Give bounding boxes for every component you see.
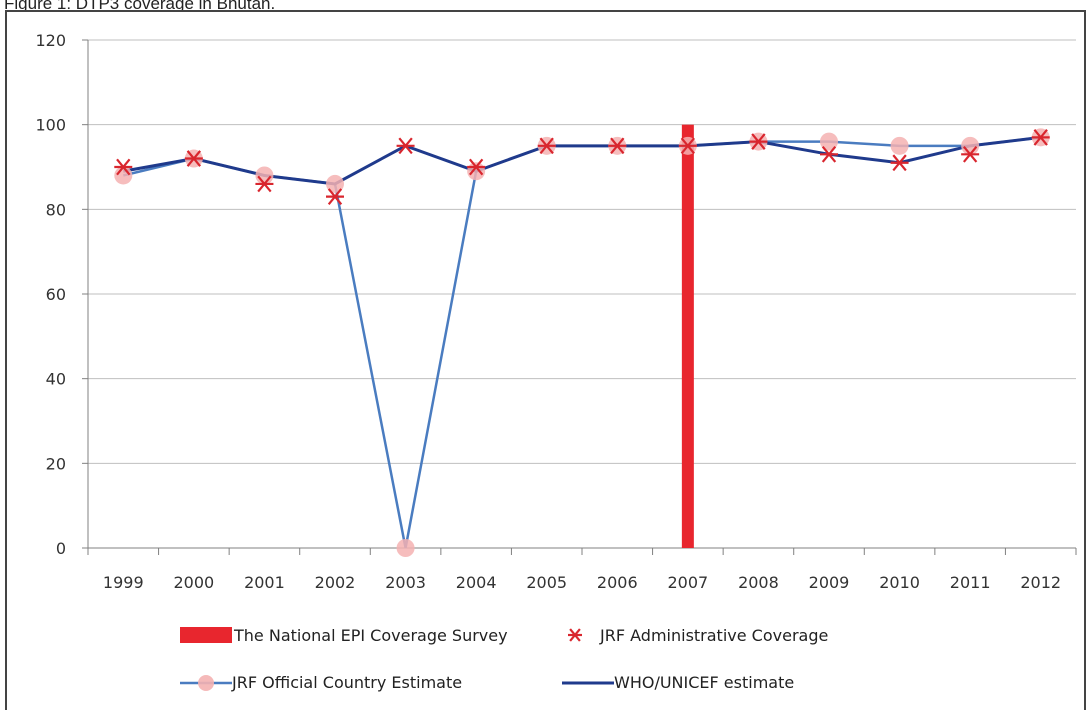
- gridlines: [88, 39, 1076, 464]
- survey-bars: [681, 124, 694, 549]
- admin-coverage-point-2003: [396, 137, 415, 155]
- official-estimate-point-2009: [820, 132, 838, 151]
- official-estimate-point-2003: [396, 539, 415, 557]
- y-tick-label: 20: [46, 454, 66, 473]
- asterisk-stroke: [468, 158, 484, 176]
- x-tick-label: 2002: [315, 573, 356, 592]
- official-estimate-point-2004: [467, 162, 486, 181]
- legend-swatch-survey: [180, 627, 232, 643]
- legend-label-survey: The National EPI Coverage Survey: [233, 626, 508, 645]
- admin-coverage-point-2005: [537, 137, 556, 155]
- y-tick-label: 60: [46, 285, 66, 304]
- x-tick-label: 2003: [385, 573, 426, 592]
- legend-label-who: WHO/UNICEF estimate: [614, 673, 794, 692]
- figure-title: Figure 1: DTP3 coverage in Bhutan.: [4, 0, 276, 13]
- who-unicef-line: [123, 135, 1041, 186]
- x-tick-label: 2000: [173, 573, 214, 592]
- admin-coverage-point-2012: [1031, 129, 1050, 146]
- x-tick-label: 2010: [879, 573, 920, 592]
- asterisk-stroke: [962, 145, 978, 163]
- admin-coverage-point-2001: [255, 175, 274, 193]
- legend: The National EPI Coverage Survey JRF Admi…: [180, 626, 828, 692]
- x-tick-label: 2001: [244, 573, 285, 592]
- x-tick-label: 2011: [950, 573, 991, 592]
- y-tick-label: 120: [35, 31, 66, 50]
- admin-coverage-point-2000: [184, 150, 203, 167]
- x-tick-label: 2008: [738, 573, 779, 592]
- asterisk-stroke: [569, 628, 581, 642]
- series-lines: [122, 135, 1041, 549]
- asterisk-stroke: [610, 137, 625, 155]
- admin-coverage-point-1999: [114, 158, 133, 176]
- asterisk-stroke: [398, 137, 413, 155]
- y-tick-label: 80: [46, 200, 66, 219]
- admin-coverage-point-2007: [678, 137, 697, 155]
- series-markers: [114, 128, 1050, 557]
- legend-label-admin: JRF Administrative Coverage: [599, 626, 828, 645]
- admin-coverage-point-2008: [749, 133, 768, 150]
- official-estimate-point-1999: [114, 166, 133, 185]
- tick-labels: 0 20 40 60 80 100 120 1999 2000 2001 2002 2003 2004 2…: [35, 31, 1061, 592]
- admin-coverage-point-2009: [820, 145, 838, 163]
- legend-label-official: JRF Official Country Estimate: [231, 673, 462, 692]
- asterisk-stroke: [821, 145, 837, 163]
- admin-coverage-point-2002: [326, 188, 344, 205]
- axes: [82, 39, 1077, 555]
- x-tick-label: 2012: [1020, 573, 1061, 592]
- y-tick-label: 40: [46, 370, 66, 389]
- y-tick-label: 0: [56, 539, 66, 558]
- official-estimate-point-2010: [890, 136, 909, 155]
- asterisk-stroke: [327, 188, 343, 205]
- asterisk-stroke: [1033, 129, 1048, 146]
- asterisk-stroke: [257, 175, 272, 193]
- x-tick-label: 2006: [597, 573, 638, 592]
- asterisk-stroke: [539, 137, 554, 155]
- asterisk-stroke: [116, 158, 131, 176]
- x-tick-label: 1999: [103, 573, 144, 592]
- x-tick-label: 2007: [667, 573, 708, 592]
- chart-frame: [5, 10, 1086, 710]
- x-tick-label: 2009: [809, 573, 850, 592]
- official-estimate-line: [122, 136, 1041, 549]
- asterisk-stroke: [186, 150, 202, 167]
- survey-bar-2007: [681, 124, 694, 549]
- x-tick-label: 2005: [526, 573, 567, 592]
- admin-coverage-point-2004: [467, 158, 486, 176]
- asterisk-stroke: [680, 137, 696, 155]
- asterisk-stroke: [751, 133, 766, 150]
- admin-coverage-point-2011: [961, 145, 980, 163]
- official-estimate-point-2001: [255, 166, 274, 185]
- legend-swatch-admin: [568, 628, 582, 642]
- admin-coverage-point-2006: [608, 137, 627, 155]
- asterisk-stroke: [892, 154, 907, 172]
- x-tick-label: 2004: [456, 573, 497, 592]
- official-estimate-point-2002: [326, 174, 344, 193]
- admin-coverage-point-2010: [890, 154, 909, 172]
- legend-swatch-official-marker: [198, 675, 214, 691]
- official-estimate-point-2011: [961, 136, 980, 155]
- y-tick-label: 100: [35, 116, 66, 135]
